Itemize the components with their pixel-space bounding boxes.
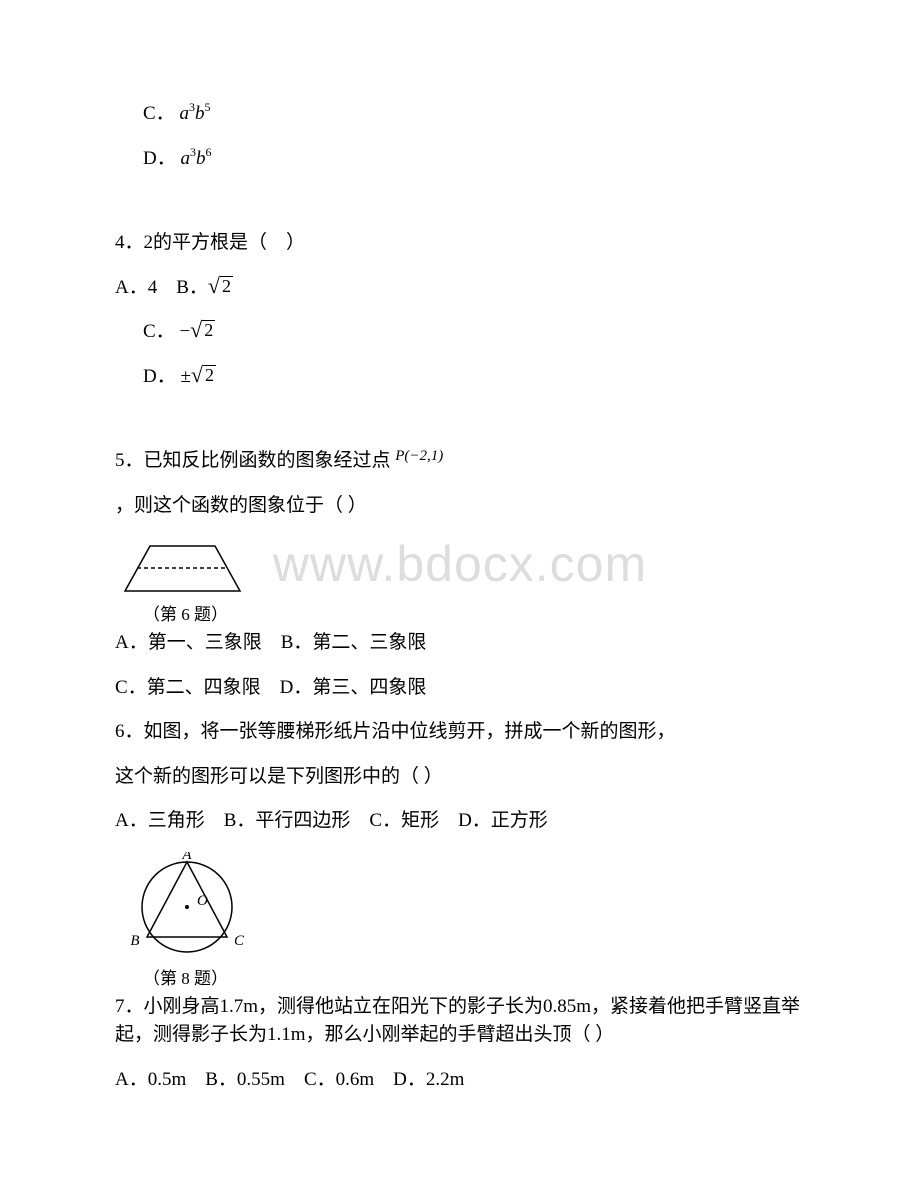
q8-center-dot [185,905,189,909]
q5-stem-before: 5．已知反比例函数的图象经过点 [115,450,391,471]
q5-stem-line2: ，则这个函数的图象位于（ ） [115,492,805,521]
option-c-math: a3b5 [179,103,210,124]
q8-label-c: C [234,933,245,949]
option-d-math: a3b6 [180,148,211,169]
q6-options: A．三角形 B．平行四边形 C．矩形 D．正方形 [115,807,805,836]
q5-options-row1: A．第一、三象限 B．第二、三象限 [115,629,805,658]
option-c-label: C． [143,103,175,124]
q5-options-row2: C．第二、四象限 D．第三、四象限 [115,674,805,703]
q4-opt-d-sqrt: √2 [191,364,216,388]
q4-opt-d-pm: ± [180,366,190,387]
q4-opt-c-label: C． [143,321,175,342]
q8-label-b: B [130,933,139,949]
q8-label-o: O [197,893,208,909]
q4-opt-c-neg: − [179,321,190,342]
q4-opt-b-sqrt: √2 [208,275,233,299]
q4-opt-d: D． ±√2 [143,363,805,392]
prev-option-c: C． a3b5 [143,100,805,129]
q4-opt-a-val: 4 [148,277,158,298]
q4-opt-a-label: A． [115,277,148,298]
prev-option-d: D． a3b6 [143,145,805,174]
q8-figure: A B C O （第 8 题） [125,852,805,989]
q6-stem-line1: 6．如图，将一张等腰梯形纸片沿中位线剪开，拼成一个新的图形， [115,718,805,747]
q5-stem-line1: 5．已知反比例函数的图象经过点 P(−2,1) [115,447,805,476]
q8-figure-caption: （第 8 题） [143,964,805,989]
q4-options-ab: A．4 B．√2 [115,274,805,303]
option-d-label: D． [143,148,176,169]
q8-label-a: A [181,852,192,863]
q4-opt-c: C． −√2 [143,318,805,347]
q4-stem: 4．2的平方根是（ ） [115,229,805,258]
q4-opt-c-sqrt: √2 [190,319,215,343]
q7-stem: 7．小刚身高1.7m，测得他站立在阳光下的影子长为0.85m，紧接着他把手臂竖直… [115,993,805,1050]
q5-point: P(−2,1) [395,448,443,464]
q7-options: A．0.5m B．0.55m C．0.6m D．2.2m [115,1066,805,1095]
q4-opt-d-label: D． [143,366,176,387]
q8-svg: A B C O [125,852,260,962]
q6-stem-line2: 这个新的图形可以是下列图形中的（ ） [115,763,805,792]
trapezoid-svg [115,536,250,598]
q8-triangle [147,862,227,937]
page-content: C． a3b5 D． a3b6 4．2的平方根是（ ） A．4 B．√2 C． … [0,0,920,1170]
q6-figure: （第 6 题） [115,536,805,625]
q6-figure-caption: （第 6 题） [143,600,805,625]
q4-opt-b-label: B． [157,277,208,298]
